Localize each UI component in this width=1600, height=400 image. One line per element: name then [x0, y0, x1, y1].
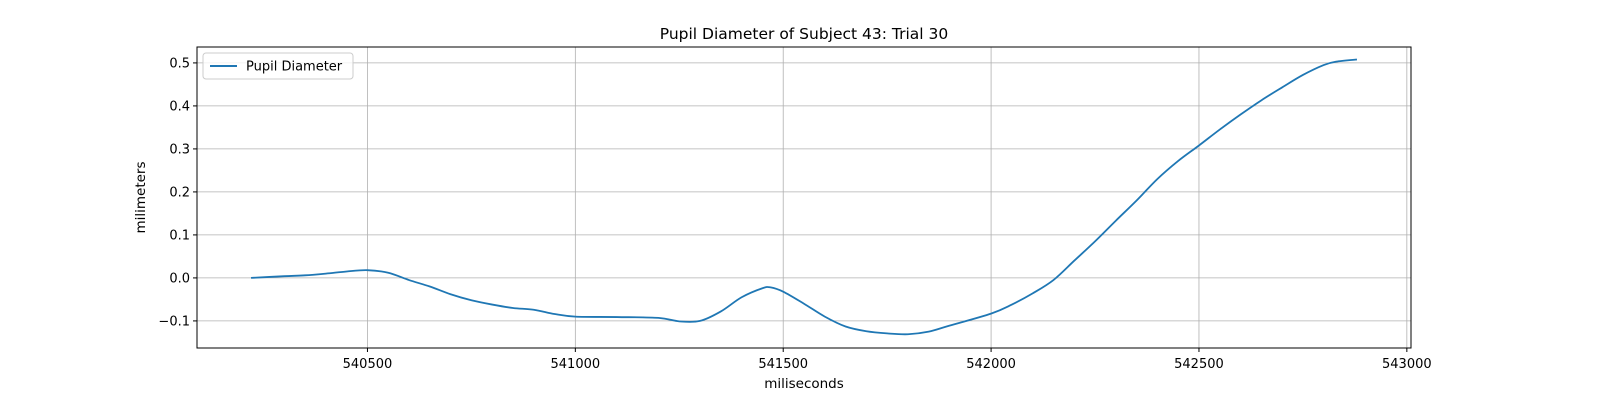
chart-title: Pupil Diameter of Subject 43: Trial 30: [660, 25, 949, 43]
grid-layer: [197, 47, 1411, 348]
series-line-pupil-diameter: [251, 58, 1358, 336]
x-tick-label: 541500: [758, 357, 808, 372]
plot-frame: [196, 46, 1412, 349]
legend: Pupil Diameter: [202, 52, 354, 80]
x-tick-label: 542000: [966, 357, 1016, 372]
ticks-layer: 540500 541000 541500 542000 542500 543000 −0.1…: [158, 56, 1431, 372]
x-tick-label: 542500: [1174, 357, 1224, 372]
series-layer: [251, 58, 1358, 336]
y-tick-label: 0.2: [169, 185, 190, 200]
y-tick-label: 0.0: [169, 271, 190, 286]
y-tick-label: 0.5: [169, 56, 190, 71]
y-tick-label: 0.3: [169, 142, 190, 157]
y-axis-title: milimeters: [133, 161, 149, 233]
legend-label-pupil-diameter: Pupil Diameter: [246, 60, 343, 75]
y-tick-label: −0.1: [158, 314, 190, 329]
y-tick-label: 0.4: [169, 99, 190, 114]
y-tick-label: 0.1: [169, 228, 190, 243]
x-axis-title: miliseconds: [764, 376, 844, 392]
x-tick-label: 540500: [343, 357, 393, 372]
legend-box: [202, 52, 354, 80]
x-tick-label: 543000: [1382, 357, 1432, 372]
x-tick-label: 541000: [551, 357, 601, 372]
